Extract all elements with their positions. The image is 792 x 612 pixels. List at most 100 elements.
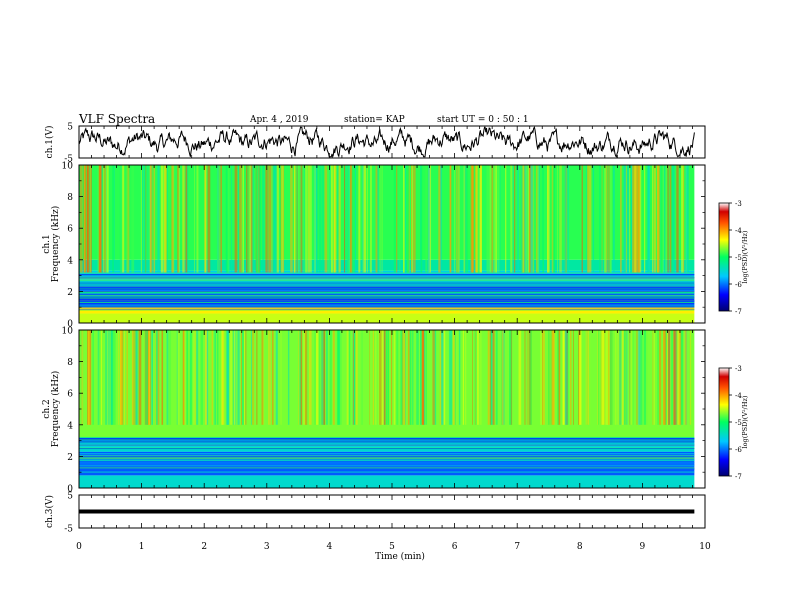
x-tick-label: 10 (699, 542, 711, 552)
spectrogram-streak (573, 330, 574, 425)
spectrogram-streak (316, 165, 318, 273)
spectrogram-streak (662, 165, 664, 273)
spectrogram-streak (454, 165, 456, 273)
spectrogram-streak (120, 330, 124, 425)
spectrogram-streak (307, 165, 310, 273)
spectrogram-streak (432, 330, 435, 425)
spectrogram-streak (475, 330, 477, 425)
spectrogram-streak (131, 165, 135, 273)
y-axis-label: ch.1(V) (44, 126, 55, 159)
spectrogram-streak (355, 330, 358, 425)
ch1-signal-line (78, 126, 695, 159)
spectrogram-streak (324, 165, 328, 273)
spectrogram-streak (153, 165, 156, 273)
spectrogram-line (79, 306, 695, 308)
spectrogram-streak (262, 165, 265, 273)
spectrogram-streak (105, 330, 108, 425)
spectrogram-streak (657, 330, 660, 425)
spectrogram-line (79, 308, 695, 310)
spectrogram-streak (98, 330, 100, 425)
spectrogram-streak (353, 330, 356, 425)
spectrogram-streak (89, 330, 92, 425)
spectrogram-streak (587, 165, 590, 273)
spectrogram-streak (443, 330, 446, 425)
spectrogram-streak (304, 330, 307, 425)
spectrogram-line (79, 464, 695, 466)
spectrogram-streak (186, 330, 189, 425)
spectrogram-streak (381, 165, 383, 273)
spectrogram-streak (420, 330, 422, 425)
spectrogram-streak (529, 165, 531, 273)
y-axis-label: Frequency (kHz) (50, 206, 61, 283)
spectrogram-streak (304, 165, 306, 273)
spectrogram-streak (151, 330, 153, 425)
spectrogram-line (79, 281, 695, 283)
spectrogram-streak (440, 165, 442, 273)
spectrogram-streak (652, 330, 654, 425)
spectrogram-streak (450, 330, 453, 425)
spectrogram-streak (569, 330, 572, 425)
spectrogram-streak (306, 330, 309, 425)
spectrogram-streak (107, 330, 110, 425)
spectrogram-streak (486, 165, 489, 273)
spectrogram-line (79, 302, 695, 303)
spectrogram-streak (576, 330, 579, 425)
spectrogram-streak (452, 330, 456, 425)
spectrogram-streak (105, 165, 109, 273)
spectrogram-streak (493, 165, 496, 273)
spectrogram-line (79, 305, 695, 307)
spectrogram-streak (670, 330, 672, 425)
spectrogram-streak (465, 330, 467, 425)
spectrogram-streak (369, 330, 371, 425)
spectrogram-streak (241, 330, 245, 425)
spectrogram-streak (487, 330, 490, 425)
spectrogram-streak (145, 330, 148, 425)
spectrogram-streak (614, 330, 616, 425)
spectrogram-streak (369, 165, 371, 273)
spectrogram-streak (89, 165, 92, 273)
spectrogram-streak (630, 330, 632, 425)
spectrogram-streak (251, 165, 254, 273)
spectrogram-streak (110, 330, 112, 425)
spectrogram-streak (113, 165, 115, 273)
spectrogram-line (79, 439, 695, 440)
spectrogram-streak (518, 330, 522, 425)
y-tick-label: 8 (67, 358, 73, 368)
y-tick-label: 5 (67, 492, 73, 502)
spectrogram-streak (647, 330, 648, 425)
spectrogram-streak (495, 330, 498, 425)
spectrogram-streak (552, 330, 555, 425)
y-tick-label: 4 (67, 421, 73, 431)
spectrogram-streak (380, 330, 382, 425)
spectrogram-streak (379, 165, 381, 273)
spectrogram-streak (336, 330, 340, 425)
spectrogram-streak (438, 165, 442, 273)
spectrogram-line (79, 293, 695, 295)
spectrogram-streak (100, 165, 103, 273)
spectrogram-streak (477, 330, 479, 425)
spectrogram-line (79, 297, 695, 299)
spectrogram-streak (98, 165, 101, 273)
spectrogram-streak (423, 330, 426, 425)
spectrogram-streak (441, 330, 444, 425)
spectrogram-streak (142, 165, 144, 273)
colorbar-tick-label: -7 (735, 473, 742, 481)
spectrogram-line (79, 284, 695, 286)
spectrogram-streak (327, 165, 330, 273)
y-tick-label: 2 (67, 453, 73, 463)
spectrogram-line (79, 291, 695, 292)
spectrogram-line (79, 280, 695, 282)
spectrogram-line (79, 273, 695, 275)
spectrogram-streak (425, 165, 428, 273)
spectrogram-streak (644, 165, 646, 273)
spectrogram-streak (166, 330, 169, 425)
spectrogram-streak (393, 330, 397, 425)
y-axis-label: ch.2 (42, 399, 52, 418)
spectrogram-streak (220, 165, 223, 273)
spectrogram-line (79, 285, 695, 287)
spectrogram-line (79, 447, 695, 449)
y-axis-label: Frequency (kHz) (50, 371, 61, 448)
spectrogram-streak (598, 330, 599, 425)
spectrogram-streak (492, 330, 495, 425)
spectrogram-streak (404, 165, 407, 273)
